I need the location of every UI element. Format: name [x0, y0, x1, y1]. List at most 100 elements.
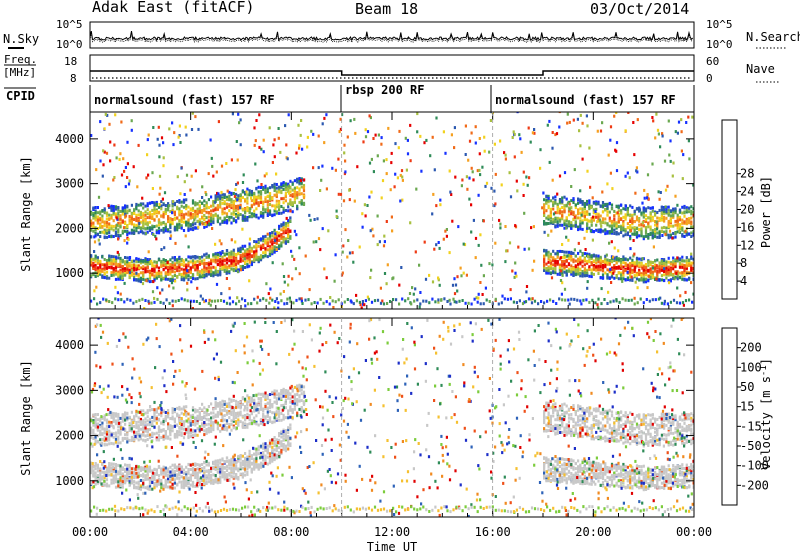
power-cell	[191, 199, 195, 203]
velocity-cell	[101, 462, 104, 466]
power-cell	[597, 260, 600, 264]
power-ground-cell	[331, 299, 334, 303]
velocity-cell	[135, 475, 138, 479]
power-ground-cell	[168, 301, 171, 305]
power-cell	[545, 252, 548, 256]
power-cell	[302, 184, 306, 187]
power-speckle	[561, 281, 564, 285]
power-speckle	[380, 142, 383, 146]
power-cell	[654, 263, 657, 267]
power-ground-cell	[99, 301, 102, 305]
power-cell	[658, 232, 661, 236]
power-cell	[232, 267, 235, 271]
power-cell	[164, 264, 167, 268]
power-speckle	[117, 237, 120, 241]
power-cell	[579, 267, 582, 271]
power-speckle	[439, 198, 442, 202]
power-cell	[291, 182, 294, 186]
power-cell	[692, 270, 694, 274]
power-ground-cell	[162, 301, 165, 305]
power-cell	[160, 200, 163, 204]
power-cell	[624, 261, 627, 265]
power-speckle	[646, 193, 649, 196]
power-ground-cell	[316, 301, 319, 305]
velocity-cell	[126, 475, 129, 479]
power-cell	[210, 270, 213, 274]
power-speckle	[685, 121, 688, 124]
power-cell	[647, 236, 650, 240]
power-cell	[595, 254, 598, 258]
power-cell	[678, 265, 682, 269]
power-cell	[96, 256, 99, 260]
power-speckle	[573, 168, 576, 172]
power-cell	[90, 274, 93, 278]
power-ground-cell	[533, 299, 537, 303]
power-cell	[284, 227, 287, 231]
power-cell	[142, 277, 145, 281]
power-cell	[259, 255, 263, 259]
power-cell	[162, 264, 165, 268]
power-cell	[157, 218, 161, 222]
power-cell	[246, 187, 249, 191]
power-cell	[92, 229, 95, 233]
velocity-cell	[96, 463, 99, 467]
power-cell	[221, 210, 224, 213]
power-cell	[117, 262, 120, 266]
power-cell	[613, 224, 616, 228]
power-cell	[660, 230, 663, 233]
power-cell	[169, 270, 172, 274]
power-cell	[164, 259, 167, 263]
power-speckle	[481, 165, 484, 169]
power-cell	[556, 255, 559, 259]
power-cell	[554, 224, 557, 228]
power-cell	[164, 275, 167, 278]
power-speckle	[233, 195, 236, 198]
power-speckle	[265, 172, 268, 176]
power-speckle	[180, 166, 183, 170]
power-cell	[690, 264, 693, 268]
power-cell	[287, 228, 290, 231]
power-speckle	[130, 119, 133, 123]
power-ground-cell	[120, 298, 123, 302]
power-cell	[558, 199, 562, 203]
power-cell	[94, 263, 97, 267]
power-cell	[545, 209, 548, 213]
power-cell	[264, 210, 267, 214]
power-cell	[620, 218, 623, 221]
power-speckle	[109, 159, 112, 163]
power-cell	[563, 223, 566, 226]
power-ground-cell	[265, 298, 268, 302]
power-speckle	[226, 189, 229, 193]
power-scatter	[90, 112, 694, 309]
power-cell	[180, 200, 183, 204]
power-speckle	[194, 115, 197, 119]
power-cell	[264, 184, 267, 188]
power-cell	[681, 227, 684, 231]
power-cell	[112, 228, 115, 232]
power-cell	[291, 188, 294, 192]
power-cell	[112, 255, 115, 259]
power-cell	[133, 264, 136, 267]
power-speckle	[237, 112, 240, 116]
power-speckle	[253, 126, 256, 130]
power-cell	[617, 232, 620, 236]
power-cell	[248, 215, 251, 219]
power-cell	[590, 217, 593, 220]
power-cell	[660, 274, 663, 278]
power-speckle	[390, 215, 393, 219]
power-cell	[654, 235, 657, 239]
power-cell	[169, 226, 172, 230]
power-speckle	[565, 235, 568, 239]
power-cell	[663, 270, 666, 273]
power-cell	[157, 271, 161, 275]
power-speckle	[599, 129, 603, 133]
power-cell	[225, 205, 229, 209]
power-cell	[103, 207, 106, 211]
power-speckle	[504, 260, 507, 264]
power-cell	[667, 236, 670, 240]
velocity-cell	[119, 484, 122, 487]
power-cell	[133, 212, 136, 215]
power-ground-cell	[515, 301, 518, 305]
power-cell	[155, 224, 158, 228]
power-cell	[558, 249, 562, 253]
